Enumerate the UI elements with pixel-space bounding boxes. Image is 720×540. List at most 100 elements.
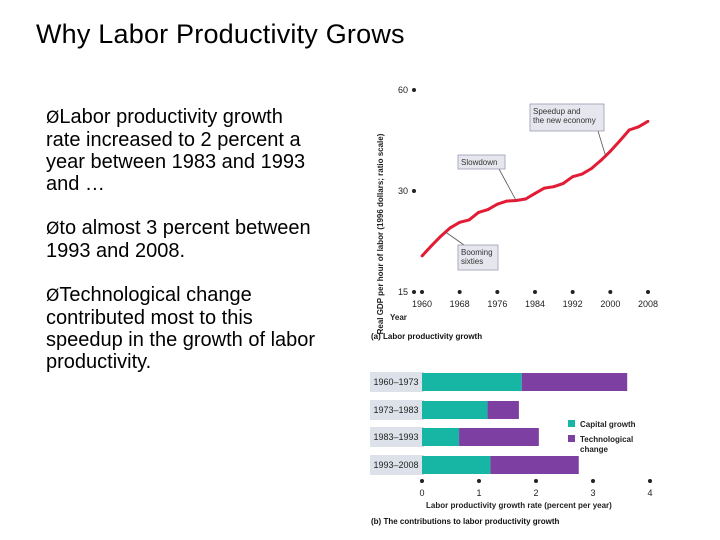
annotation-text: Booming bbox=[461, 248, 493, 257]
annotation-text: Speedup and bbox=[533, 107, 581, 116]
x-tick-dot bbox=[591, 479, 595, 483]
y-tick-dot bbox=[412, 189, 416, 193]
data-point bbox=[420, 254, 424, 258]
bar-technological bbox=[487, 401, 519, 419]
data-point bbox=[495, 202, 499, 206]
bullet-text: to almost 3 percent between 1993 and 200… bbox=[46, 217, 311, 262]
y-tick-dot bbox=[412, 88, 416, 92]
x-tick-dot bbox=[646, 290, 650, 294]
category-label: 1983–1993 bbox=[373, 432, 418, 442]
arrow-bullet-icon: Ø bbox=[46, 108, 60, 128]
annotation-leader bbox=[597, 130, 607, 156]
annotation-box bbox=[457, 154, 506, 170]
bullet-item: ØLabor productivity growth rate increase… bbox=[46, 106, 321, 195]
x-tick-label: 4 bbox=[647, 488, 652, 498]
x-tick-label: 3 bbox=[590, 488, 595, 498]
y-tick-label: 30 bbox=[398, 186, 408, 196]
legend: Capital growth Technological change bbox=[568, 420, 636, 454]
data-point bbox=[543, 186, 546, 190]
x-tick-label: 1960 bbox=[412, 299, 432, 309]
annotation-text: sixties bbox=[461, 257, 483, 266]
x-tick-dot bbox=[648, 479, 652, 483]
bullet-text: Technological change contributed most to… bbox=[46, 284, 316, 373]
x-tick-label: 1976 bbox=[487, 299, 507, 309]
bullet-text: Labor productivity growth rate increased… bbox=[46, 106, 306, 195]
data-point bbox=[637, 125, 640, 129]
category-label: 1993–2008 bbox=[373, 460, 418, 470]
panel-b-caption: (b) The contributions to labor productiv… bbox=[371, 517, 560, 526]
x-tick-label: 1968 bbox=[450, 299, 470, 309]
x-axis-label: Year bbox=[390, 313, 407, 322]
x-tick-label: 2 bbox=[533, 488, 538, 498]
y-tick-label: 60 bbox=[398, 85, 408, 95]
category-band bbox=[370, 427, 424, 447]
data-point bbox=[448, 226, 452, 230]
data-point bbox=[608, 149, 612, 153]
data-point bbox=[486, 208, 490, 212]
annotation-text: the new economy bbox=[533, 116, 596, 125]
data-point bbox=[458, 220, 462, 224]
y-axis-label: Real GDP per hour of labor (1996 dollars… bbox=[376, 133, 385, 334]
annotation-leader bbox=[445, 231, 465, 246]
bar-capital bbox=[422, 401, 488, 419]
data-point bbox=[505, 199, 509, 203]
x-tick-dot bbox=[495, 290, 500, 294]
annotation-box bbox=[529, 103, 605, 132]
category-band bbox=[370, 400, 424, 420]
panel-a-plot: 15 30 60 1960 1968 1976 1984 1992 2000 2008 Speedu… bbox=[398, 85, 658, 309]
bar-capital bbox=[422, 428, 460, 446]
data-point bbox=[467, 218, 471, 222]
bar-technological bbox=[490, 456, 579, 474]
bar-technological bbox=[459, 428, 539, 446]
x-tick-label: 2008 bbox=[638, 299, 658, 309]
bullet-item: Øto almost 3 percent between 1993 and 20… bbox=[46, 217, 321, 262]
y-tick-dot bbox=[412, 290, 416, 294]
legend-label-capital: Capital growth bbox=[580, 420, 636, 429]
category-label: 1960–1973 bbox=[373, 377, 418, 387]
data-point bbox=[477, 211, 480, 214]
data-point bbox=[439, 234, 443, 238]
arrow-bullet-icon: Ø bbox=[46, 219, 60, 239]
category-band bbox=[370, 372, 424, 392]
data-point bbox=[627, 128, 631, 132]
bullet-item: ØTechnological change contributed most t… bbox=[46, 284, 321, 373]
x-tick-label: 1 bbox=[476, 488, 481, 498]
x-tick-label: 2000 bbox=[600, 299, 620, 309]
bar-technological bbox=[521, 373, 628, 391]
data-point bbox=[618, 139, 622, 143]
series-line-productivity bbox=[420, 120, 649, 258]
x-tick-label: 1984 bbox=[525, 299, 545, 309]
category-label: 1973–1983 bbox=[373, 405, 418, 415]
data-point bbox=[646, 119, 650, 123]
data-point bbox=[524, 197, 527, 201]
bar-capital bbox=[422, 373, 522, 391]
legend-label-technological: Technological bbox=[580, 435, 633, 444]
bar-capital bbox=[422, 456, 491, 474]
x-tick-label: 0 bbox=[419, 488, 424, 498]
category-band bbox=[370, 455, 424, 475]
panel-a-caption: (a) Labor productivity growth bbox=[371, 332, 482, 341]
x-tick-label: 1992 bbox=[563, 299, 583, 309]
x-tick-dot bbox=[608, 290, 613, 294]
x-tick-dot bbox=[533, 290, 537, 294]
x-tick-dot bbox=[570, 290, 575, 294]
x-tick-dot bbox=[420, 290, 424, 294]
x-tick-dot bbox=[477, 479, 481, 483]
bullet-list: ØLabor productivity growth rate increase… bbox=[46, 106, 321, 395]
data-point bbox=[571, 175, 575, 179]
x-axis-label-b: Labor productivity growth rate (percent … bbox=[426, 501, 612, 510]
x-tick-dot bbox=[457, 290, 462, 294]
annotation-leader bbox=[498, 168, 517, 201]
x-tick-dot bbox=[534, 479, 538, 483]
data-point bbox=[561, 182, 565, 185]
data-point bbox=[599, 159, 603, 162]
data-point bbox=[552, 185, 556, 189]
legend-label-technological-2: change bbox=[580, 445, 609, 454]
annotation-text: Slowdown bbox=[461, 158, 497, 167]
legend-swatch-technological bbox=[568, 435, 575, 442]
y-tick-label: 15 bbox=[398, 287, 408, 297]
data-point bbox=[590, 167, 593, 170]
data-point bbox=[430, 244, 433, 248]
annotation-box bbox=[457, 244, 499, 271]
